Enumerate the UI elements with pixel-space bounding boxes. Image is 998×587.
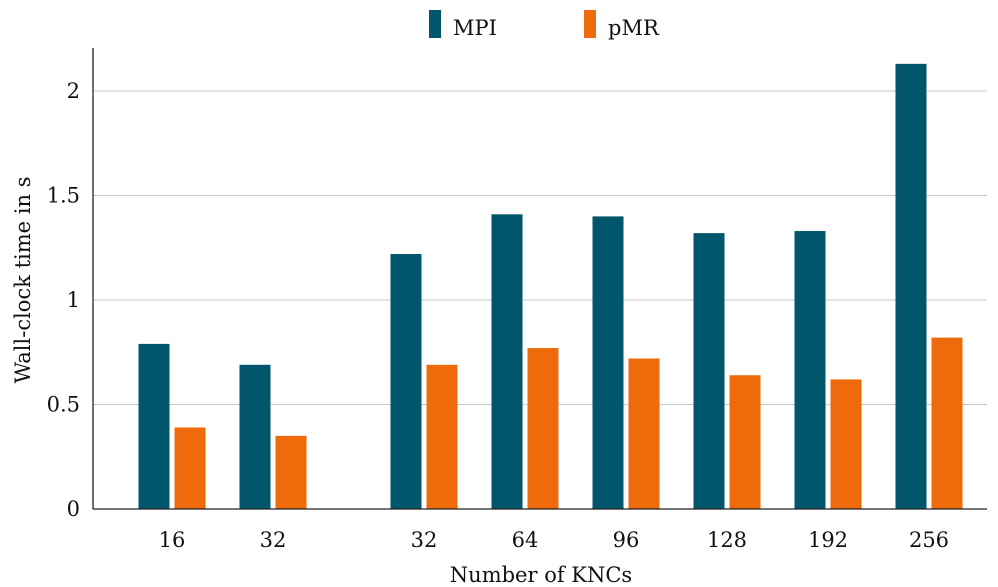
x-tick-label: 64 xyxy=(512,528,539,552)
x-tick-label: 256 xyxy=(909,528,949,552)
bar-pmr-0 xyxy=(174,427,206,509)
x-tick-labels: 16 32 32 64 96 128 192 256 xyxy=(159,528,949,552)
x-tick-label: 32 xyxy=(260,528,287,552)
bar-mpi-1 xyxy=(239,364,271,509)
y-tick-label: 1 xyxy=(67,288,80,312)
bar-pmr-6 xyxy=(830,379,862,509)
legend: MPI pMR xyxy=(429,10,660,40)
x-axis-title: Number of KNCs xyxy=(450,563,632,587)
bar-pmr-2 xyxy=(426,364,458,509)
legend-label-pmr: pMR xyxy=(608,16,660,40)
bars xyxy=(138,63,963,509)
x-tick-label: 96 xyxy=(613,528,640,552)
y-tick-label: 2 xyxy=(67,79,80,103)
bar-mpi-3 xyxy=(491,214,523,509)
bar-mpi-0 xyxy=(138,343,170,509)
bar-pmr-5 xyxy=(729,375,761,509)
x-tick-label: 16 xyxy=(159,528,186,552)
x-tick-label: 32 xyxy=(411,528,438,552)
bar-mpi-5 xyxy=(693,233,725,509)
legend-swatch-mpi xyxy=(429,10,441,38)
bar-mpi-2 xyxy=(390,254,422,509)
bar-mpi-6 xyxy=(794,231,826,509)
axes xyxy=(92,48,987,510)
y-tick-labels: 0 0.5 1 1.5 2 xyxy=(47,79,80,521)
y-tick-label: 1.5 xyxy=(47,184,80,208)
bar-pmr-4 xyxy=(628,358,660,509)
y-axis-title: Wall-clock time in s xyxy=(11,177,35,384)
y-tick-label: 0 xyxy=(67,497,80,521)
bar-mpi-4 xyxy=(592,216,624,509)
bar-pmr-3 xyxy=(527,348,559,509)
legend-label-mpi: MPI xyxy=(453,16,497,40)
y-tick-label: 0.5 xyxy=(47,393,80,417)
bar-mpi-7 xyxy=(895,63,927,509)
legend-swatch-pmr xyxy=(584,10,596,38)
bar-pmr-1 xyxy=(275,435,307,509)
x-tick-label: 128 xyxy=(707,528,747,552)
bar-pmr-7 xyxy=(931,337,963,509)
x-tick-label: 192 xyxy=(808,528,848,552)
